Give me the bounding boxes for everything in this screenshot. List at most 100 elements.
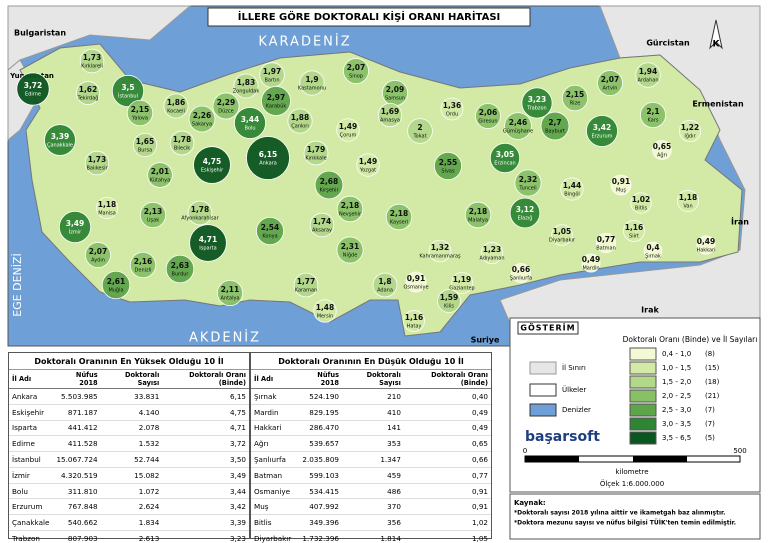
province-value: 2,26 [193, 111, 212, 120]
legend-range: 2,5 - 3,0 [662, 406, 691, 414]
source-note: *Doktora mezunu sayısı ve nüfus bilgisi … [514, 520, 736, 527]
province-area [261, 86, 291, 116]
header-cell: Nüfus 2018 [52, 370, 101, 389]
province-area [16, 72, 50, 106]
table-cell: 2.035.809 [294, 451, 342, 468]
province-area [610, 174, 632, 196]
table-cell: Mardin [251, 404, 295, 421]
table-cell: Diyarbakır [251, 530, 295, 543]
province-name: Ankara [259, 161, 277, 167]
province-value: 2,68 [320, 177, 339, 186]
province-value: 0,65 [653, 142, 672, 151]
legend-swatch [629, 403, 657, 417]
province-value: 2,11 [221, 285, 240, 294]
province-value: 3,23 [528, 95, 547, 104]
province-area [336, 236, 364, 264]
province-area [303, 140, 329, 166]
province-name: Kırklareli [81, 64, 103, 70]
province-name: Şırnak [645, 254, 661, 260]
province-name: Samsun [385, 96, 405, 102]
table-cell: Hakkari [251, 420, 295, 437]
table-cell: 410 [342, 404, 404, 421]
table-cell: 3,23 [162, 530, 249, 543]
province-area [309, 212, 335, 238]
province-name: Uşak [147, 218, 159, 224]
province-area [475, 103, 501, 129]
table-cell: Isparta [9, 420, 53, 437]
province-area [652, 140, 672, 160]
province-area [299, 70, 325, 96]
province-value: 2,1 [646, 107, 659, 116]
province-area [169, 130, 195, 156]
province-name: İzmir [69, 229, 82, 236]
province-area [126, 99, 154, 127]
province-name: Hakkari [696, 248, 715, 254]
province-name: Karaman [295, 288, 317, 294]
province-value: 1,94 [639, 67, 658, 76]
province-value: 1,78 [173, 135, 192, 144]
province-name: Mersin [317, 314, 334, 320]
province-name: Batman [596, 246, 616, 252]
table-cell: 286.470 [294, 420, 342, 437]
table-cell: 353 [342, 435, 404, 453]
legend-swatch [629, 431, 657, 445]
table-cell: 0,65 [403, 435, 491, 453]
table-cell: 459 [342, 467, 404, 484]
province-name: Kocaeli [167, 109, 185, 115]
sea-label: EGE DENİZİ [11, 253, 24, 317]
province-area [509, 197, 541, 229]
table-cell: 0,91 [403, 483, 491, 500]
table-cell: 871.187 [52, 404, 101, 421]
province-name: Antalya [220, 296, 239, 302]
province-value: 1,62 [79, 85, 98, 94]
legend-symbol: Denizler [562, 406, 591, 414]
table-row: Ankara 5.503.985 33.831 6,15 [9, 388, 249, 405]
province-name: Çanakkale [47, 143, 73, 149]
table-row: Muş 407.992 370 0,91 [251, 498, 491, 516]
province-name: Giresun [478, 119, 497, 125]
province-area [76, 81, 100, 105]
province-value: 2,06 [479, 108, 498, 117]
province-value: 0,77 [597, 235, 616, 244]
province-value: 0,91 [407, 274, 426, 283]
table-cell: 141 [342, 420, 404, 437]
table-row: Edirne 411.528 1.532 3,72 [9, 435, 249, 453]
province-area [139, 201, 167, 229]
province-name: Yalova [131, 116, 148, 122]
scale-bar-part [633, 456, 687, 462]
province-area [111, 74, 145, 108]
province-name: Van [683, 204, 692, 210]
province-name: Erzincan [494, 161, 515, 167]
legend-swatch [629, 417, 657, 431]
province-area [437, 289, 461, 313]
province-name: Denizli [135, 268, 152, 274]
table-row: Diyarbakır 1.732.396 1.814 1,05 [251, 530, 491, 543]
province-name: Ordu [446, 112, 458, 118]
province-name: Siirt [629, 234, 639, 240]
province-value: 1,73 [88, 155, 107, 164]
table-cell: 3,44 [162, 483, 249, 500]
table-cell: Şırnak [251, 388, 295, 405]
province-value: 2,29 [217, 98, 236, 107]
province-value: 1,83 [237, 78, 256, 87]
province-area [696, 235, 716, 255]
province-value: 1,49 [339, 122, 358, 131]
legend-symbol: İl Sınırı [562, 363, 586, 372]
table-cell: 534.415 [294, 483, 342, 500]
province-value: 1,79 [307, 145, 326, 154]
province-value: 1,16 [405, 313, 424, 322]
province-name: Kars [648, 118, 659, 124]
province-value: 6,15 [259, 150, 278, 159]
legend-range: 1,5 - 2,0 [662, 378, 691, 386]
country-label: İran [731, 217, 749, 227]
table-cell: 1,02 [403, 514, 491, 532]
legend-range: 3,0 - 3,5 [662, 420, 691, 428]
table-row: Eskişehir 871.187 4.140 4,75 [9, 404, 249, 421]
table-cell: 0,40 [403, 388, 491, 405]
table-row: Ağrı 539.657 353 0,65 [251, 435, 491, 453]
province-area [643, 241, 663, 261]
province-name: Hatay [407, 324, 422, 330]
province-name: Çankırı [291, 124, 308, 130]
table-row: İzmir 4.320.519 15.082 3,49 [9, 467, 249, 484]
legend-count: (7) [705, 420, 715, 428]
